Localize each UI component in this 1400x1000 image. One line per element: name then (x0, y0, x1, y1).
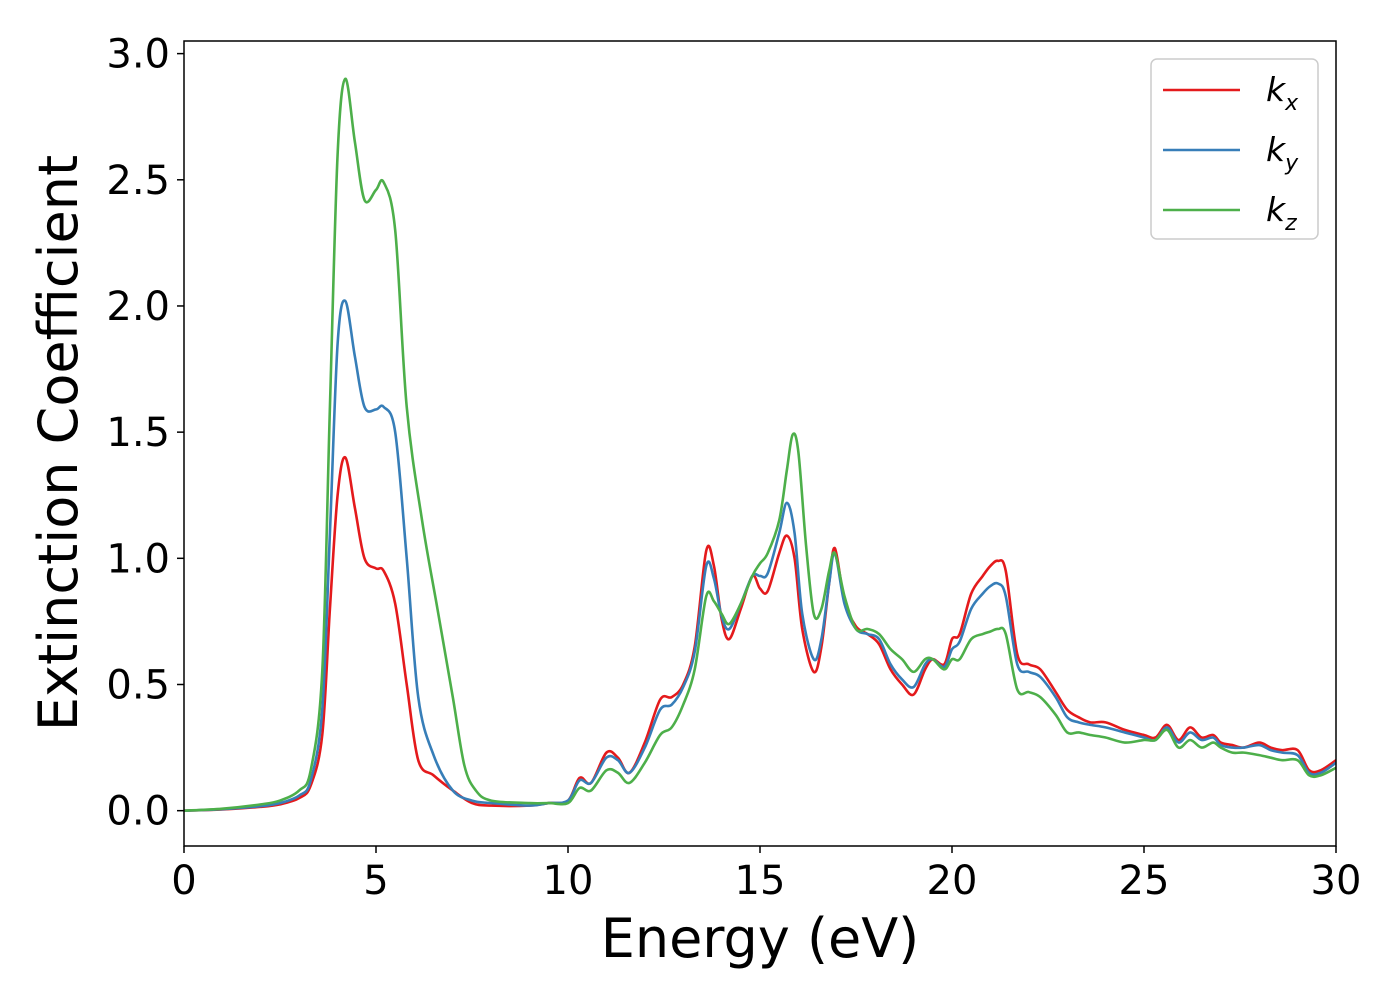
y-axis-label: Extinction Coefficient (27, 155, 90, 731)
y-tick-label: 1.0 (106, 536, 170, 582)
series-layer (184, 77, 1336, 812)
x-tick-label: 30 (1311, 858, 1362, 904)
series-line-kz (184, 77, 1336, 812)
x-axis-label: Energy (eV) (601, 907, 920, 970)
y-axis: 0.0 0.5 1.0 1.5 2.0 2.5 3.0 (106, 32, 184, 835)
y-tick-label: 2.5 (106, 158, 170, 204)
x-tick-label: 0 (171, 858, 196, 904)
x-tick-label: 25 (1119, 858, 1170, 904)
series-line-ky (184, 299, 1336, 812)
x-axis: 0 5 10 15 20 25 30 (171, 846, 1361, 904)
x-tick-label: 5 (363, 858, 388, 904)
y-tick-label: 1.5 (106, 410, 170, 456)
y-tick-label: 2.0 (106, 284, 170, 330)
y-tick-label: 0.5 (106, 662, 170, 708)
y-tick-label: 3.0 (106, 32, 170, 78)
y-tick-label: 0.0 (106, 789, 170, 835)
x-tick-label: 15 (735, 858, 786, 904)
series-line-kx (184, 456, 1336, 812)
x-tick-label: 20 (927, 858, 978, 904)
x-tick-label: 10 (543, 858, 594, 904)
